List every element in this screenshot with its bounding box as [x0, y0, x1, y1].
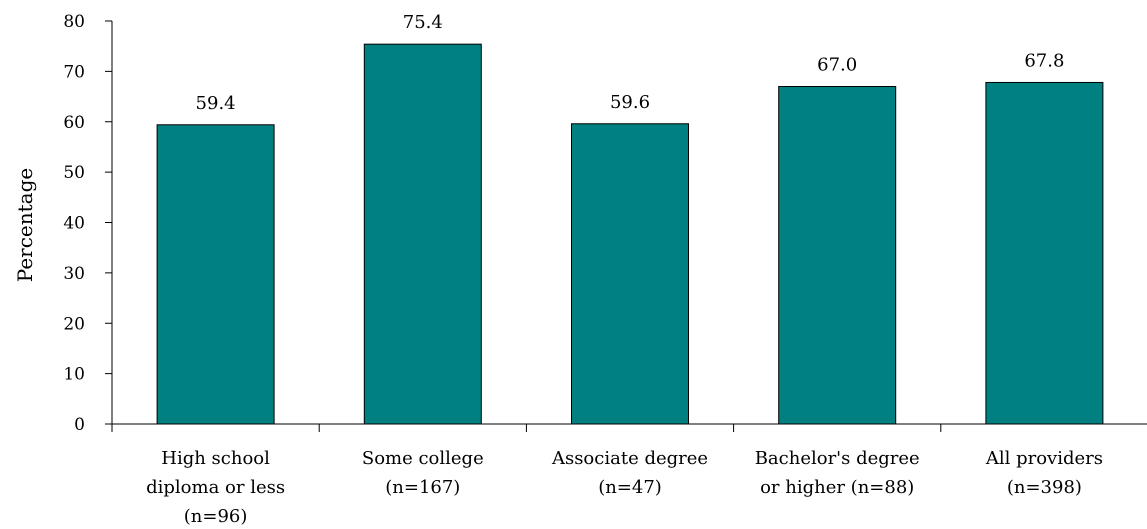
bars — [156, 43, 1104, 425]
data-label: 75.4 — [403, 12, 443, 33]
category-label: or higher (n=88) — [760, 477, 914, 498]
category-label: All providers — [985, 448, 1103, 469]
x-axis — [111, 423, 1147, 432]
y-axis-title: Percentage — [13, 168, 37, 282]
category-label: High school — [161, 448, 270, 469]
y-axis: 0 10 20 30 40 50 60 70 80 — [63, 12, 113, 435]
data-label: 59.6 — [610, 92, 650, 113]
data-label: 67.8 — [1024, 50, 1064, 71]
category-label: diploma or less — [146, 477, 285, 498]
y-tick-label: 80 — [63, 12, 85, 32]
category-label: (n=96) — [184, 506, 248, 527]
category-label: (n=167) — [385, 477, 460, 498]
data-label: 67.0 — [817, 54, 857, 75]
y-tick-label: 30 — [63, 264, 85, 284]
bar — [985, 81, 1104, 425]
data-label: 59.4 — [196, 93, 236, 114]
bar — [778, 85, 897, 425]
bar — [363, 43, 482, 425]
y-tick-label: 40 — [63, 214, 85, 234]
y-tick-label: 60 — [63, 113, 85, 133]
category-label: Some college — [362, 448, 484, 469]
category-label: Associate degree — [551, 448, 708, 469]
bar — [156, 124, 275, 425]
category-label: (n=47) — [598, 477, 662, 498]
y-tick-label: 70 — [63, 62, 85, 82]
category-label: (n=398) — [1007, 477, 1082, 498]
y-tick-label: 20 — [63, 314, 85, 334]
bar — [571, 123, 689, 425]
y-tick-label: 0 — [74, 415, 85, 435]
data-labels: 59.4 75.4 59.6 67.0 67.8 — [196, 12, 1065, 114]
y-tick-label: 10 — [63, 365, 85, 385]
category-label: Bachelor's degree — [755, 448, 920, 469]
category-labels: High school diploma or less (n=96) Some col… — [146, 448, 1103, 527]
y-tick-label: 50 — [63, 163, 85, 183]
